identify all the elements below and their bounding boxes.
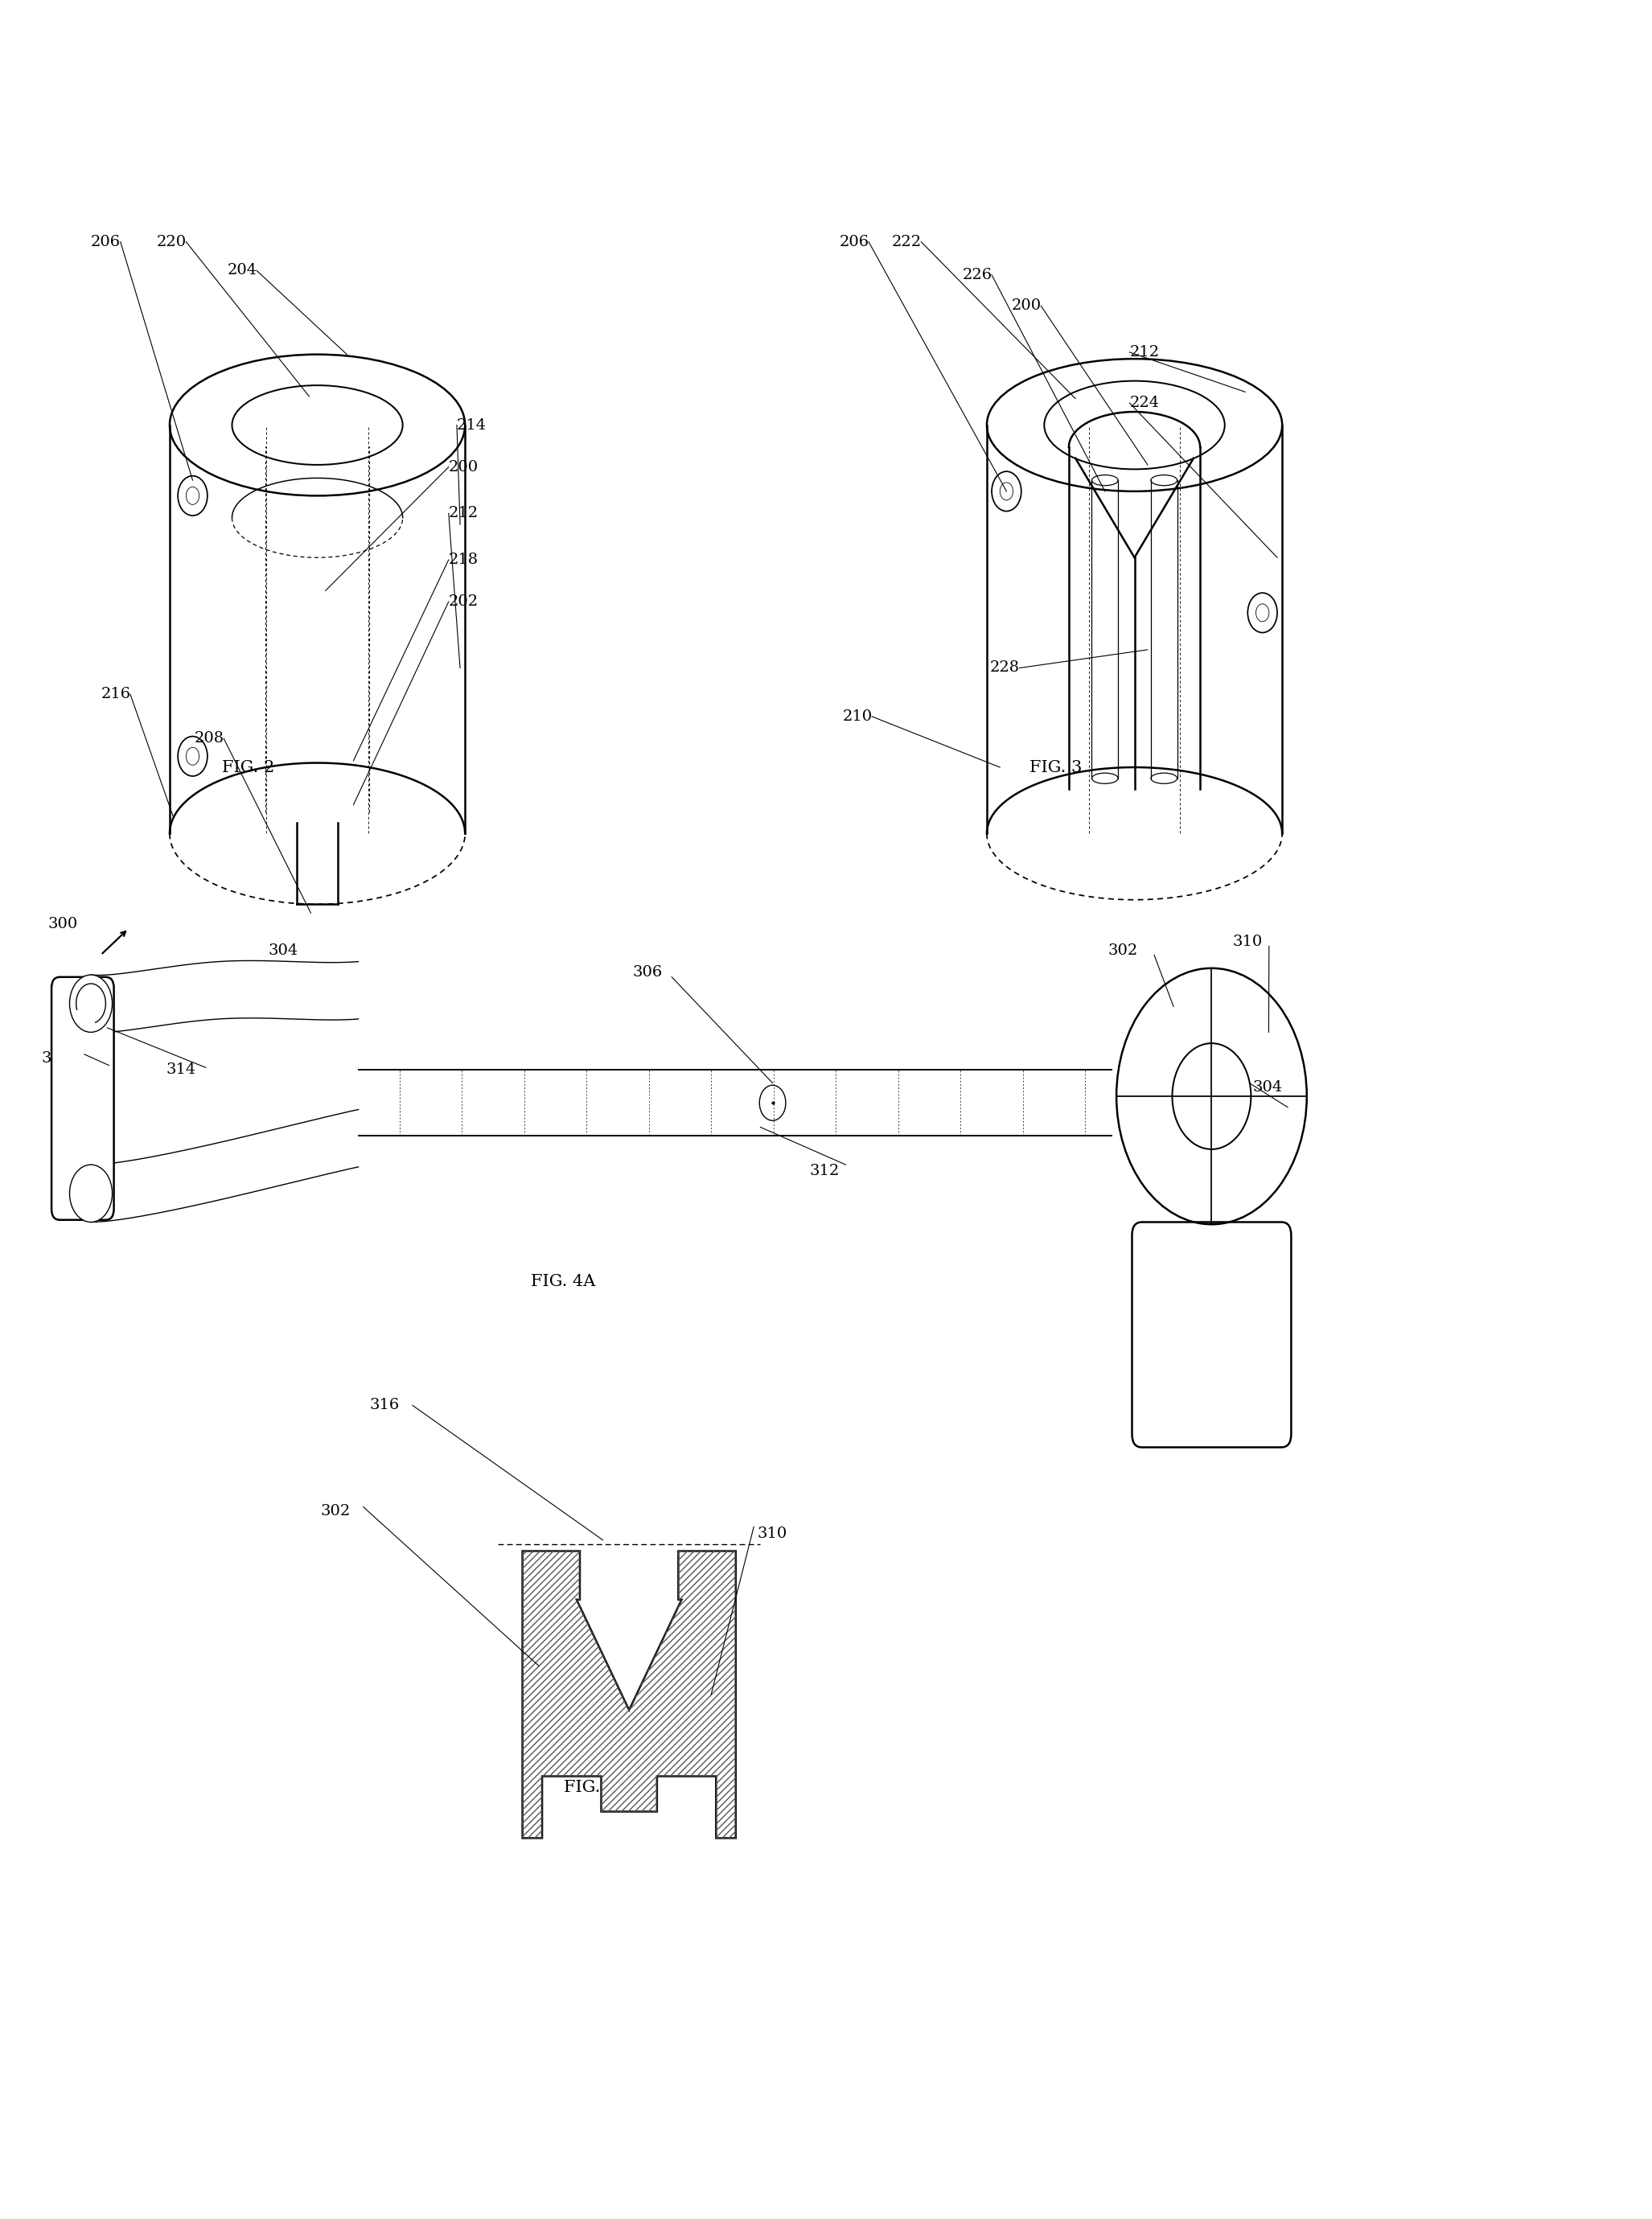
Text: FIG. 2: FIG. 2 <box>221 759 274 774</box>
Text: FIG. 4A: FIG. 4A <box>532 1274 596 1289</box>
Text: 222: 222 <box>892 235 922 249</box>
Text: 218: 218 <box>449 553 479 568</box>
Text: 306: 306 <box>633 965 662 981</box>
FancyBboxPatch shape <box>51 976 114 1220</box>
Text: 304: 304 <box>268 943 297 959</box>
Text: 202: 202 <box>449 595 479 608</box>
Text: 220: 220 <box>157 235 187 249</box>
Text: 228: 228 <box>990 661 1019 675</box>
Text: 316: 316 <box>370 1398 400 1414</box>
Circle shape <box>69 974 112 1032</box>
Polygon shape <box>522 1551 735 1837</box>
Text: 310: 310 <box>1232 934 1262 950</box>
Text: FIG. 4B: FIG. 4B <box>563 1780 629 1795</box>
Text: 302: 302 <box>1108 943 1138 959</box>
Text: 216: 216 <box>101 688 131 701</box>
Text: FIG. 3: FIG. 3 <box>1029 759 1082 774</box>
Text: 204: 204 <box>226 264 258 277</box>
Text: 224: 224 <box>1130 395 1160 411</box>
Text: 206: 206 <box>839 235 869 249</box>
Text: 312: 312 <box>809 1165 839 1178</box>
Text: 212: 212 <box>449 506 479 521</box>
Text: 206: 206 <box>91 235 121 249</box>
Circle shape <box>69 1165 112 1223</box>
Text: 214: 214 <box>458 417 487 433</box>
Text: 302: 302 <box>41 1052 71 1065</box>
Text: 200: 200 <box>1011 300 1041 313</box>
Text: 314: 314 <box>167 1063 197 1076</box>
Text: 304: 304 <box>1252 1081 1282 1094</box>
Text: 210: 210 <box>843 710 872 723</box>
Text: 302: 302 <box>320 1504 350 1518</box>
Text: 226: 226 <box>961 268 993 282</box>
Text: 310: 310 <box>757 1527 786 1540</box>
Text: 200: 200 <box>449 459 479 475</box>
Text: 208: 208 <box>195 732 225 746</box>
Text: 212: 212 <box>1130 344 1160 359</box>
Text: 300: 300 <box>48 916 78 932</box>
